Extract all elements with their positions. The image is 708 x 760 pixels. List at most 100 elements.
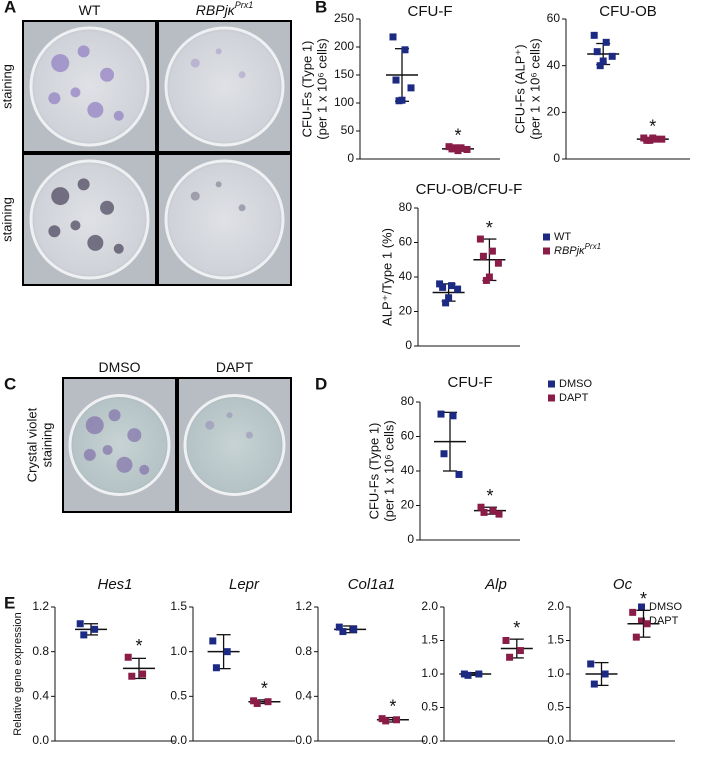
y-tick-label: 0.5	[170, 689, 187, 703]
row-label: staining	[0, 197, 14, 242]
chart-title: Oc	[613, 576, 633, 593]
data-point	[476, 235, 484, 243]
data-point	[212, 664, 220, 672]
y-tick-label: 60	[399, 235, 413, 249]
data-point	[463, 145, 471, 153]
legend-text: DMSO	[649, 601, 682, 613]
data-point	[449, 412, 457, 420]
data-point	[378, 715, 386, 723]
dish	[29, 159, 150, 280]
colony	[102, 444, 113, 455]
data-point	[209, 637, 217, 645]
data-point	[80, 631, 88, 639]
y-tick-label: 2.0	[547, 599, 564, 613]
data-point	[264, 698, 272, 706]
data-point	[629, 608, 637, 616]
legend-swatch	[548, 380, 555, 388]
data-point	[455, 470, 463, 478]
legend-label: DAPT	[649, 615, 679, 627]
colony	[205, 420, 215, 430]
data-point	[587, 660, 595, 668]
y-tick-label: 20	[401, 498, 415, 512]
significance-star: *	[486, 486, 493, 506]
significance-star: *	[486, 218, 493, 238]
data-point	[393, 716, 400, 724]
data-point	[350, 625, 358, 633]
data-point	[601, 670, 609, 678]
data-point	[454, 285, 462, 293]
panel-letter: D	[315, 374, 327, 393]
y-tick-label: 0.5	[421, 700, 438, 714]
colony	[77, 178, 90, 191]
y-tick-label: 1.0	[547, 666, 564, 680]
colony	[127, 428, 142, 443]
y-tick-label: 0	[553, 151, 560, 165]
data-point	[596, 62, 604, 70]
y-tick-label: 1.0	[421, 666, 438, 680]
colony	[238, 204, 246, 212]
significance-star: *	[389, 696, 396, 716]
column-label: RBPjκPrx1	[196, 0, 253, 17]
colony	[51, 54, 70, 73]
legend-text: DMSO	[559, 378, 592, 390]
y-tick-label: 80	[399, 200, 413, 214]
dish	[164, 26, 285, 147]
colony	[77, 45, 90, 58]
y-axis-label: CFU-Fs (Type 1)	[366, 423, 381, 520]
colony	[113, 110, 124, 121]
data-point	[464, 671, 472, 679]
y-tick-label: 200	[334, 39, 354, 53]
y-tick-label: 0.0	[547, 733, 564, 747]
data-point	[395, 97, 403, 105]
data-point	[339, 628, 347, 636]
data-point	[643, 620, 651, 628]
colony	[83, 448, 96, 461]
colony	[70, 220, 81, 231]
chart-title: CFU-OB	[599, 3, 657, 20]
significance-star: *	[640, 589, 647, 609]
data-point	[253, 699, 261, 707]
dish	[29, 26, 150, 147]
data-point	[335, 623, 343, 631]
data-point	[488, 247, 496, 255]
column-label: DAPT	[216, 359, 254, 375]
y-tick-label: 100	[334, 95, 354, 109]
colony	[100, 67, 115, 82]
y-tick-label: 40	[399, 269, 413, 283]
colony	[48, 92, 61, 105]
y-tick-label: 60	[547, 11, 561, 25]
y-tick-label: 0	[347, 151, 354, 165]
chart-title: Hes1	[97, 576, 132, 593]
row-label: staining	[39, 423, 54, 468]
y-tick-label: 40	[547, 58, 561, 72]
data-point	[516, 647, 524, 655]
y-tick-label: 0	[407, 532, 414, 546]
colony	[190, 58, 200, 68]
data-point	[590, 680, 598, 688]
colony	[87, 234, 104, 251]
legend-swatch	[548, 394, 555, 402]
data-point	[602, 38, 610, 46]
column-label: WT	[79, 2, 101, 18]
data-point	[442, 299, 450, 307]
colony	[238, 71, 246, 79]
data-point	[658, 135, 666, 143]
colony	[87, 101, 104, 118]
data-point	[139, 670, 147, 678]
y-tick-label: 0.0	[295, 733, 312, 747]
legend-label: RBPjκPrx1	[554, 242, 601, 257]
y-axis-label: (per 1 x 10⁶ cells)	[527, 38, 542, 139]
colony	[116, 456, 133, 473]
legend-text: RBPjκ	[554, 245, 585, 257]
data-point	[506, 653, 514, 661]
colony	[70, 87, 81, 98]
y-tick-label: 0.0	[421, 733, 438, 747]
dish	[164, 159, 285, 280]
y-tick-label: 0.4	[295, 689, 312, 703]
y-tick-label: 0	[405, 338, 412, 352]
data-point	[495, 510, 503, 518]
data-point	[646, 136, 654, 144]
data-point	[479, 252, 487, 260]
significance-star: *	[454, 125, 461, 145]
